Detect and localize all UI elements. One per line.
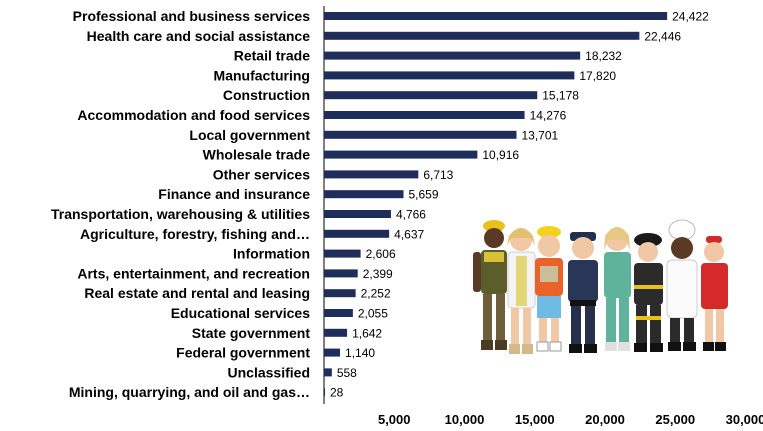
category-label: Manufacturing: [214, 67, 310, 83]
category-label: Wholesale trade: [203, 147, 311, 163]
bar: [324, 71, 575, 80]
bar: [324, 210, 391, 218]
children-careers-illustration: [473, 219, 728, 354]
bar: [324, 170, 419, 179]
category-label: Accommodation and food services: [77, 107, 310, 123]
data-label: 5,659: [409, 188, 439, 202]
x-tick-label: 5,000: [378, 412, 411, 427]
bar: [324, 368, 332, 377]
data-label: 1,140: [345, 346, 375, 360]
category-label: Federal government: [176, 345, 310, 361]
bar: [324, 31, 640, 40]
category-label: Information: [233, 246, 310, 262]
x-tick-label: 15,000: [515, 412, 555, 427]
category-label: Finance and insurance: [158, 186, 310, 202]
data-label: 22,446: [644, 29, 681, 43]
data-label: 4,766: [396, 208, 426, 222]
category-label: Health care and social assistance: [87, 28, 311, 44]
x-tick-label: 20,000: [585, 412, 625, 427]
category-label: Educational services: [171, 305, 311, 321]
x-tick-label: 25,000: [655, 412, 695, 427]
category-label: Mining, quarrying, and oil and gas…: [69, 384, 310, 400]
category-label: Transportation, warehousing & utilities: [51, 206, 310, 222]
category-label: Other services: [213, 166, 310, 182]
category-label: Real estate and rental and leasing: [84, 285, 310, 301]
category-label: Construction: [223, 87, 310, 103]
data-label: 6,713: [423, 168, 453, 182]
doctor-child-icon: [507, 228, 536, 354]
bar: [324, 348, 341, 357]
bar: [324, 388, 325, 397]
category-label: Retail trade: [234, 48, 310, 64]
ticks-layer: 5,000 10,000 15,000 20,000 25,000 30,000: [378, 412, 763, 427]
flight-attendant-child-icon: [701, 236, 728, 351]
bar: [324, 91, 538, 100]
category-label: Unclassified: [228, 364, 310, 380]
data-label: 10,916: [482, 148, 519, 162]
data-label: 558: [337, 366, 357, 380]
bar: [324, 12, 668, 20]
bars-layer: [324, 12, 668, 397]
labels-layer: Professional and business services 24,422…: [51, 8, 709, 400]
chef-child-icon: [666, 219, 698, 351]
data-label: 4,637: [394, 227, 424, 241]
bar: [324, 111, 525, 119]
data-label: 2,606: [366, 247, 396, 261]
bar: [324, 309, 353, 317]
data-label: 17,820: [579, 69, 616, 83]
data-label: 15,178: [542, 89, 579, 103]
category-label: State government: [192, 325, 311, 341]
nurse-child-icon: [604, 227, 631, 351]
category-label: Agriculture, forestry, fishing and…: [80, 226, 310, 242]
bar: [324, 190, 404, 199]
data-label: 13,701: [521, 128, 558, 142]
bar: [324, 51, 581, 60]
firefighter-child-icon: [634, 233, 663, 352]
data-label: 18,232: [585, 49, 622, 63]
bar: [324, 249, 361, 258]
data-label: 14,276: [530, 109, 567, 123]
data-label: 2,252: [361, 287, 391, 301]
data-label: 1,642: [352, 326, 382, 340]
data-label: 24,422: [672, 10, 709, 24]
bar: [324, 130, 517, 139]
category-label: Professional and business services: [73, 8, 311, 24]
category-label: Arts, entertainment, and recreation: [77, 265, 310, 281]
data-label: 2,399: [363, 267, 393, 281]
police-child-icon: [568, 232, 598, 353]
bar: [324, 150, 478, 159]
category-label: Local government: [189, 127, 310, 143]
data-label: 28: [330, 386, 344, 400]
x-tick-label: 30,000: [726, 412, 763, 427]
bar: [324, 289, 356, 298]
bar: [324, 269, 358, 278]
bar: [324, 229, 390, 238]
x-tick-label: 10,000: [445, 412, 485, 427]
engineer-child-icon: [535, 226, 563, 352]
construction-worker-child-icon: [473, 220, 507, 350]
data-label: 2,055: [358, 307, 388, 321]
bar: [324, 328, 348, 337]
